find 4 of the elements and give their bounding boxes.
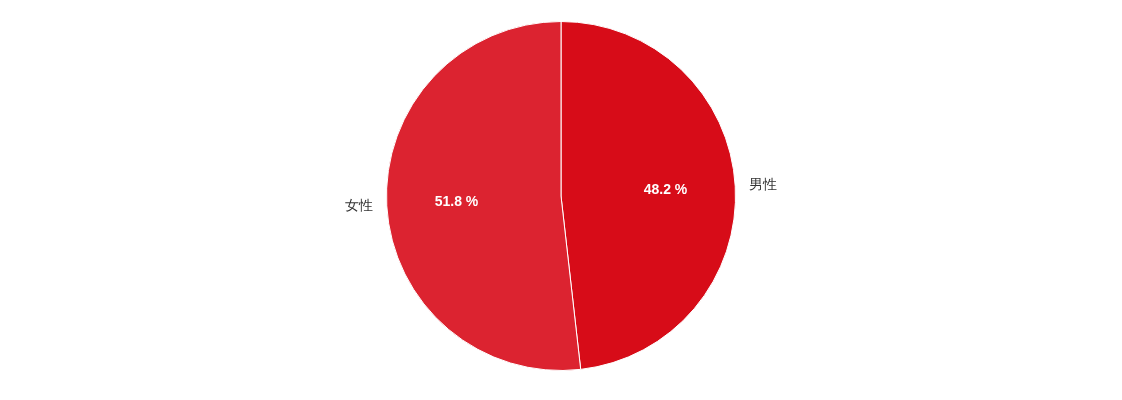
slice-label: 男性 xyxy=(749,175,778,192)
slice-label: 女性 xyxy=(344,197,373,214)
data-label: 51.8 % xyxy=(434,192,479,209)
data-label: 48.2 % xyxy=(643,180,688,197)
